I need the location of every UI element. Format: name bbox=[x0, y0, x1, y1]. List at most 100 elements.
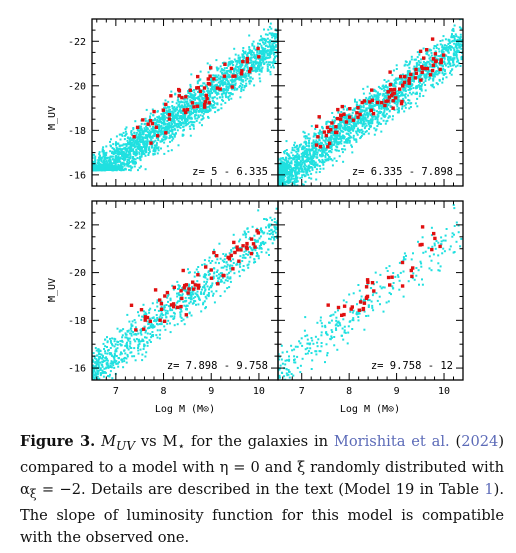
model-point bbox=[322, 167, 325, 170]
model-point bbox=[243, 85, 246, 88]
model-point bbox=[452, 61, 455, 64]
model-point bbox=[460, 43, 463, 46]
model-point bbox=[348, 126, 351, 128]
model-point bbox=[179, 106, 182, 109]
model-point bbox=[151, 119, 154, 122]
model-point bbox=[259, 80, 262, 83]
model-point bbox=[201, 111, 203, 114]
model-point bbox=[447, 65, 450, 68]
model-point bbox=[416, 92, 418, 95]
model-point bbox=[377, 114, 380, 117]
model-point bbox=[330, 130, 333, 133]
model-point bbox=[294, 169, 297, 172]
model-point bbox=[426, 50, 429, 53]
model-point bbox=[447, 48, 450, 51]
model-point bbox=[126, 161, 129, 164]
model-point bbox=[212, 85, 215, 88]
model-point bbox=[239, 60, 242, 63]
model-point bbox=[404, 78, 407, 81]
model-point bbox=[125, 151, 128, 154]
model-point bbox=[235, 78, 238, 81]
model-point bbox=[92, 164, 94, 167]
model-point bbox=[246, 77, 249, 80]
model-point bbox=[274, 45, 277, 48]
model-point bbox=[234, 53, 237, 56]
model-point bbox=[353, 109, 356, 112]
model-point bbox=[346, 132, 349, 135]
model-point bbox=[181, 115, 184, 118]
model-point bbox=[261, 66, 264, 69]
model-point bbox=[214, 90, 217, 93]
model-point bbox=[285, 191, 287, 193]
model-point bbox=[122, 150, 125, 153]
model-point bbox=[297, 150, 300, 153]
model-point bbox=[139, 140, 142, 143]
model-point bbox=[195, 119, 198, 122]
model-point bbox=[105, 165, 107, 168]
model-point bbox=[140, 150, 142, 153]
model-point bbox=[126, 156, 129, 158]
model-point bbox=[116, 157, 119, 160]
model-point bbox=[135, 141, 137, 144]
model-point bbox=[345, 115, 348, 118]
model-point bbox=[238, 77, 240, 80]
model-point bbox=[160, 323, 163, 326]
model-point bbox=[249, 76, 252, 79]
model-point bbox=[252, 40, 255, 43]
model-point bbox=[295, 145, 298, 148]
model-point bbox=[163, 106, 166, 109]
model-point bbox=[175, 102, 178, 105]
model-point bbox=[139, 155, 141, 158]
observed-point bbox=[316, 135, 320, 139]
model-point bbox=[144, 168, 147, 171]
model-point bbox=[266, 49, 269, 52]
observed-point bbox=[231, 74, 235, 78]
model-point bbox=[248, 52, 251, 54]
observed-point bbox=[203, 105, 207, 109]
model-point bbox=[256, 49, 259, 52]
model-point bbox=[226, 83, 229, 86]
model-point bbox=[144, 122, 147, 125]
model-point bbox=[189, 100, 192, 103]
model-point bbox=[153, 130, 156, 133]
model-point bbox=[303, 175, 306, 178]
model-point bbox=[232, 72, 235, 75]
model-point bbox=[304, 159, 307, 162]
model-point bbox=[293, 141, 296, 144]
model-point bbox=[354, 124, 356, 127]
model-point bbox=[461, 40, 463, 43]
model-point bbox=[292, 158, 295, 161]
model-point bbox=[419, 70, 421, 73]
model-point bbox=[190, 110, 192, 113]
model-point bbox=[127, 142, 129, 145]
model-point bbox=[171, 105, 174, 107]
model-point bbox=[335, 137, 338, 140]
model-point bbox=[225, 78, 228, 81]
observed-point bbox=[314, 143, 319, 147]
model-point bbox=[162, 126, 165, 129]
model-point bbox=[440, 64, 443, 67]
model-point bbox=[118, 159, 121, 162]
model-point bbox=[408, 71, 411, 74]
model-point bbox=[130, 130, 133, 132]
model-point bbox=[113, 148, 115, 151]
model-point bbox=[403, 64, 406, 67]
model-point bbox=[324, 156, 327, 159]
model-point bbox=[278, 195, 280, 197]
model-point bbox=[141, 140, 144, 143]
model-point bbox=[304, 180, 307, 183]
model-point bbox=[140, 122, 143, 125]
model-point bbox=[222, 77, 225, 80]
model-point bbox=[301, 161, 304, 164]
model-point bbox=[313, 134, 316, 137]
model-point bbox=[351, 151, 354, 154]
model-point bbox=[287, 167, 290, 170]
model-point bbox=[171, 132, 174, 135]
model-point bbox=[115, 165, 118, 168]
model-point bbox=[356, 127, 359, 130]
model-point bbox=[284, 162, 287, 165]
model-point bbox=[331, 159, 334, 162]
model-point bbox=[456, 60, 459, 63]
model-point bbox=[391, 118, 394, 121]
model-point bbox=[438, 55, 441, 57]
